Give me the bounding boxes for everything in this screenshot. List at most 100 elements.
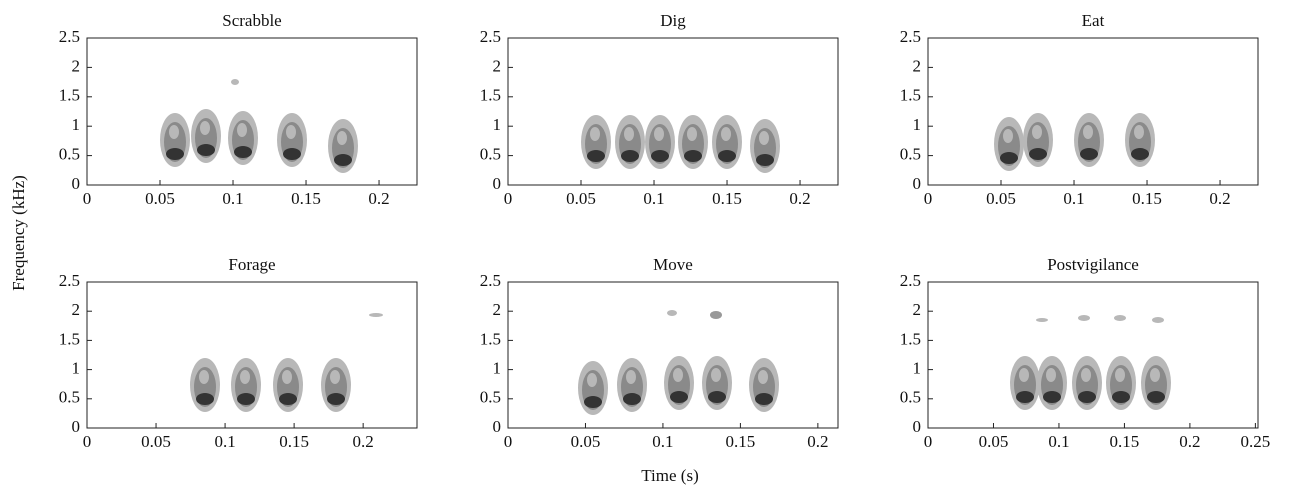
x-tick-label: 0.2 xyxy=(807,432,828,451)
figure: Frequency (kHz) Time (s) xyxy=(0,0,1293,489)
y-tick-label: 1 xyxy=(913,359,922,378)
syllable xyxy=(1106,356,1136,410)
y-tick-label: 1.5 xyxy=(480,329,501,348)
panel-title: Eat xyxy=(1082,11,1105,30)
x-tick-label: 0 xyxy=(83,432,92,451)
x-tick-label: 0.1 xyxy=(1063,189,1084,208)
syllable xyxy=(160,113,190,167)
y-tick-label: 2 xyxy=(493,56,502,75)
y-tick-label: 0.5 xyxy=(59,145,80,164)
x-tick-label: 0.05 xyxy=(145,189,175,208)
spectrogram-blobs xyxy=(160,79,1171,415)
x-tick-label: 0.15 xyxy=(291,189,321,208)
syllable xyxy=(749,358,779,412)
syllable xyxy=(712,115,742,169)
x-tick-label: 0.05 xyxy=(979,432,1009,451)
y-tick-label: 2 xyxy=(72,300,81,319)
y-tick-label: 2 xyxy=(493,300,502,319)
x-tick-label: 0.2 xyxy=(789,189,810,208)
axes-frame xyxy=(508,38,838,185)
blob xyxy=(710,311,722,319)
y-tick-label: 0 xyxy=(493,417,502,436)
y-tick-label: 2.5 xyxy=(59,27,80,46)
axes-frame xyxy=(87,38,417,185)
panel-title: Forage xyxy=(228,255,275,274)
y-tick-label: 0.5 xyxy=(480,145,501,164)
syllable xyxy=(617,358,647,412)
blob xyxy=(1036,318,1048,322)
x-tick-label: 0.2 xyxy=(1209,189,1230,208)
y-tick-label: 1.5 xyxy=(900,329,921,348)
y-tick-label: 0 xyxy=(72,174,81,193)
syllable xyxy=(1125,113,1155,167)
panel-title: Postvigilance xyxy=(1047,255,1139,274)
y-tick-label: 0 xyxy=(913,417,922,436)
x-tick-label: 0.1 xyxy=(652,432,673,451)
x-tick-label: 0.05 xyxy=(566,189,596,208)
syllable xyxy=(1037,356,1067,410)
syllable xyxy=(645,115,675,169)
x-tick-label: 0 xyxy=(924,432,933,451)
syllable xyxy=(578,361,608,415)
y-tick-label: 1 xyxy=(72,359,81,378)
y-tick-label: 2.5 xyxy=(900,271,921,290)
syllable xyxy=(1010,356,1040,410)
x-tick-label: 0 xyxy=(504,432,513,451)
y-tick-label: 1 xyxy=(72,115,81,134)
panel-title: Dig xyxy=(660,11,686,30)
syllable xyxy=(273,358,303,412)
syllable xyxy=(994,117,1024,171)
y-tick-label: 2 xyxy=(913,56,922,75)
y-tick-label: 2.5 xyxy=(480,27,501,46)
x-tick-label: 0.15 xyxy=(279,432,309,451)
x-tick-label: 0 xyxy=(504,189,513,208)
y-tick-label: 0.5 xyxy=(900,388,921,407)
x-tick-label: 0 xyxy=(83,189,92,208)
syllable xyxy=(191,109,221,163)
y-tick-label: 0 xyxy=(493,174,502,193)
blob xyxy=(231,79,239,85)
syllable xyxy=(231,358,261,412)
syllable xyxy=(321,358,351,412)
blob xyxy=(1114,315,1126,321)
y-tick-label: 2 xyxy=(913,300,922,319)
y-tick-label: 1.5 xyxy=(900,86,921,105)
blob xyxy=(1078,315,1090,321)
x-tick-label: 0.05 xyxy=(986,189,1016,208)
panel-title: Scrabble xyxy=(222,11,281,30)
y-tick-label: 1 xyxy=(913,115,922,134)
y-tick-label: 1.5 xyxy=(480,86,501,105)
y-tick-label: 2.5 xyxy=(59,271,80,290)
x-tick-label: 0.1 xyxy=(214,432,235,451)
y-tick-label: 1.5 xyxy=(59,86,80,105)
syllable xyxy=(1141,356,1171,410)
syllable xyxy=(1074,113,1104,167)
x-tick-label: 0.1 xyxy=(1048,432,1069,451)
x-tick-label: 0 xyxy=(924,189,933,208)
syllable xyxy=(228,111,258,165)
y-tick-label: 1.5 xyxy=(59,329,80,348)
y-tick-label: 0.5 xyxy=(480,388,501,407)
y-tick-label: 1 xyxy=(493,359,502,378)
syllable xyxy=(277,113,307,167)
x-tick-label: 0.2 xyxy=(368,189,389,208)
x-axis-label: Time (s) xyxy=(641,466,698,485)
x-tick-label: 0.2 xyxy=(1179,432,1200,451)
syllable xyxy=(750,119,780,173)
panel-title: Move xyxy=(653,255,693,274)
y-tick-label: 0.5 xyxy=(900,145,921,164)
syllable xyxy=(615,115,645,169)
blob xyxy=(369,313,383,317)
syllable xyxy=(702,356,732,410)
blob xyxy=(667,310,677,316)
syllable xyxy=(190,358,220,412)
y-axis-label: Frequency (kHz) xyxy=(9,175,28,291)
x-tick-label: 0.15 xyxy=(726,432,756,451)
syllable xyxy=(328,119,358,173)
blob xyxy=(1152,317,1164,323)
syllable xyxy=(664,356,694,410)
syllable xyxy=(678,115,708,169)
y-tick-label: 2.5 xyxy=(480,271,501,290)
y-tick-label: 0 xyxy=(72,417,81,436)
x-tick-label: 0.1 xyxy=(643,189,664,208)
